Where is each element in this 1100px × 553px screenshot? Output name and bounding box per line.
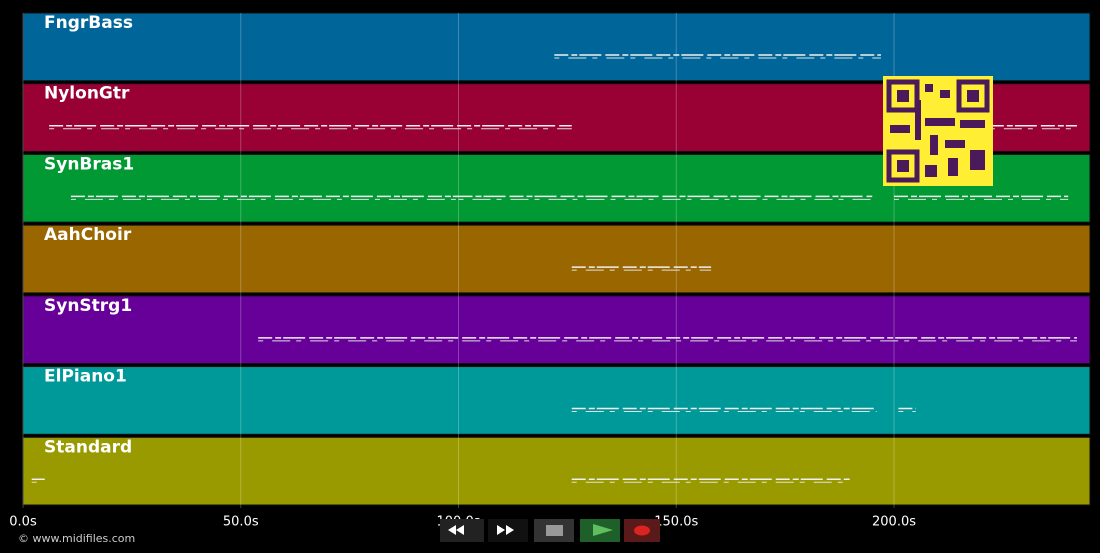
track-row	[22, 366, 1091, 435]
track-name: SynStrg1	[44, 296, 132, 316]
record-icon	[634, 525, 650, 536]
grid	[22, 13, 895, 508]
qr-dot	[897, 90, 909, 102]
x-tick-label: 200.0s	[872, 515, 916, 530]
track-name: AahChoir	[44, 225, 132, 245]
track-row	[22, 295, 1091, 365]
track-name: ElPiano1	[44, 367, 127, 387]
qr-dot	[967, 90, 979, 102]
track-name: NylonGtr	[44, 84, 130, 104]
qr-finder	[886, 79, 920, 113]
track-row	[22, 12, 1091, 82]
stop-icon	[546, 525, 563, 536]
footer: © www.midifiles.com	[18, 532, 135, 545]
transport-controls	[440, 519, 660, 542]
qr-dot	[897, 160, 909, 172]
x-tick-label: 150.0s	[654, 515, 698, 530]
track-name: FngrBass	[44, 13, 133, 33]
forward-icon	[497, 525, 514, 535]
track-name: SynBras1	[44, 154, 134, 174]
qr-pattern	[890, 84, 985, 177]
qr-code	[883, 76, 993, 186]
qr-finder	[886, 149, 920, 183]
track-row	[22, 224, 1091, 294]
track-name: Standard	[44, 437, 132, 457]
qr-finder	[956, 79, 990, 113]
x-tick-label: 50.0s	[223, 515, 259, 530]
x-tick-label: 0.0s	[9, 515, 37, 530]
play-icon	[593, 524, 613, 536]
rewind-icon	[448, 525, 464, 535]
track-row	[22, 436, 1091, 506]
